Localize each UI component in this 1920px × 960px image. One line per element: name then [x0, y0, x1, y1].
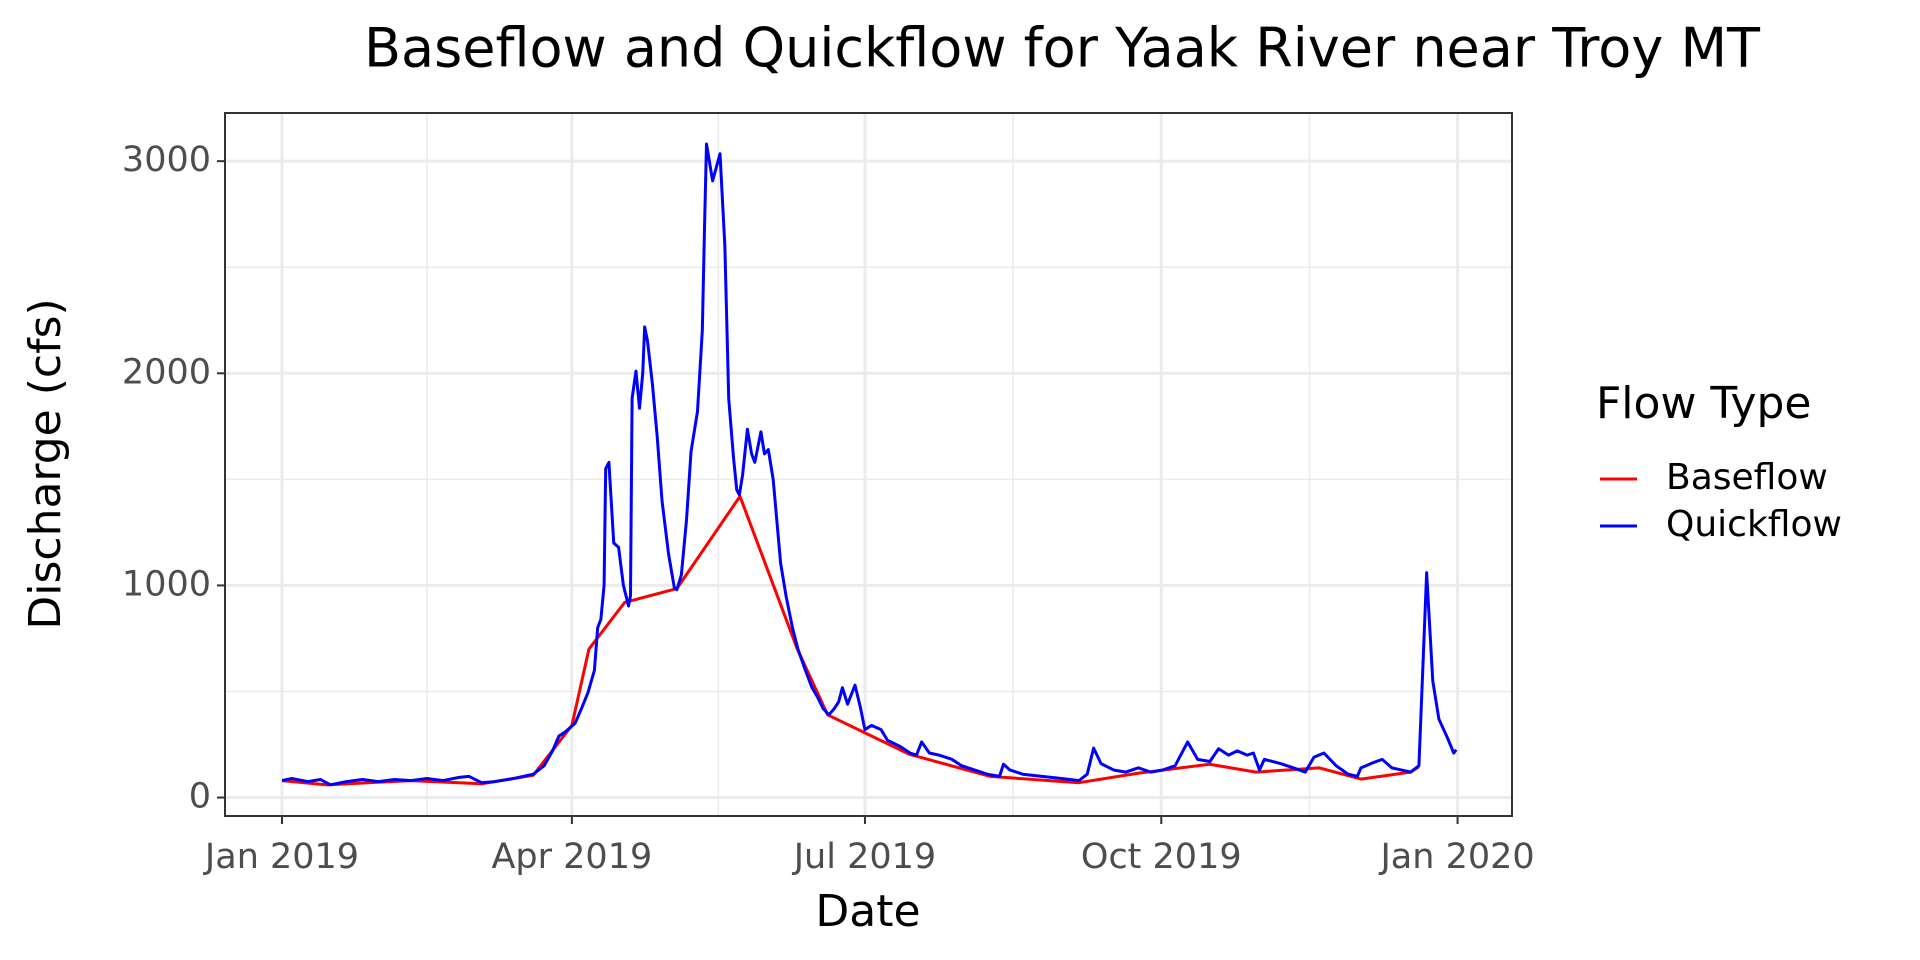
x-tick-label: Apr 2019: [491, 837, 652, 877]
chart-title: Baseflow and Quickflow for Yaak River ne…: [364, 17, 1761, 80]
flow-line: [281, 142, 1458, 787]
y-tick-label: 1000: [122, 564, 211, 604]
y-axis-title: Discharge (cfs): [20, 298, 71, 629]
legend-title: Flow Type: [1596, 378, 1812, 429]
x-tick-label: Jul 2019: [792, 837, 936, 877]
x-axis-title: Date: [815, 886, 920, 937]
flow-line: [281, 494, 1420, 787]
y-tick-label: 2000: [122, 352, 211, 392]
x-tick-label: Jan 2019: [203, 837, 359, 877]
plot-frame: [224, 112, 1513, 817]
y-tick-label: 0: [189, 777, 211, 817]
legend-label: Baseflow: [1666, 457, 1828, 498]
x-tick-label: Jan 2020: [1378, 837, 1534, 877]
x-tick-label: Oct 2019: [1081, 837, 1242, 877]
legend-label: Quickflow: [1666, 504, 1842, 545]
y-tick-label: 3000: [122, 140, 211, 180]
